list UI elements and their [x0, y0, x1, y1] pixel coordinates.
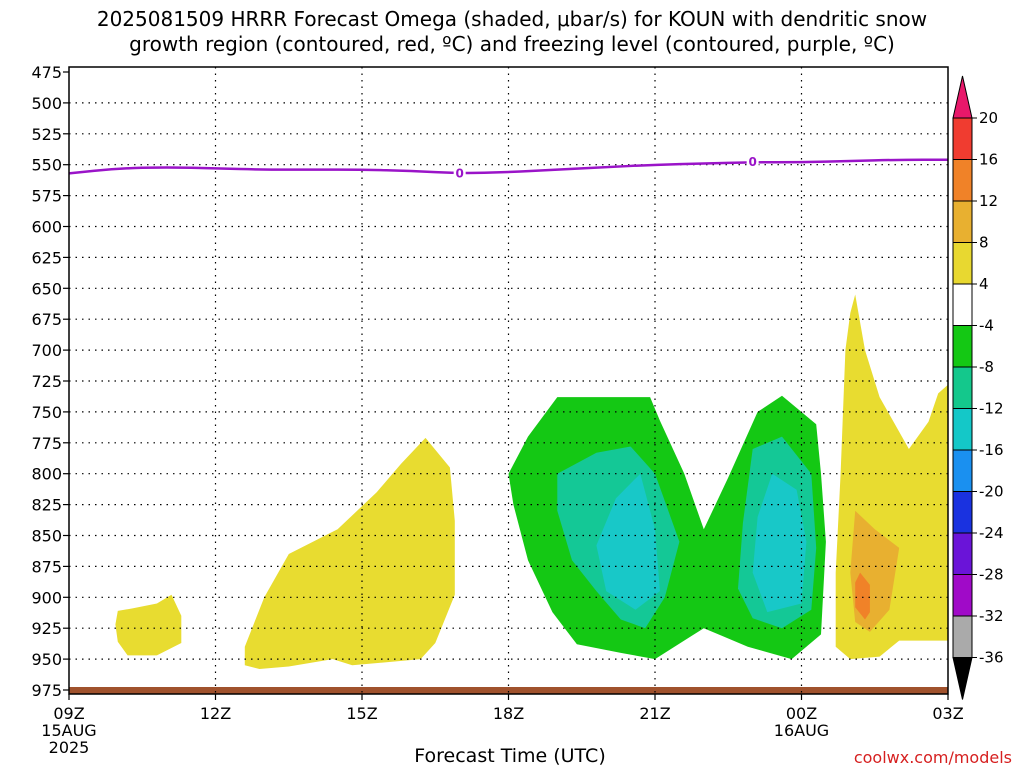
colorbar-swatch	[952, 532, 973, 575]
colorbar-swatch	[952, 283, 973, 326]
y-tick-label: 875	[31, 557, 62, 576]
y-tick-label: 475	[31, 63, 62, 82]
contour-label-bg	[453, 165, 466, 180]
pressure-axis: 475 500 525 550 575 600 625 650 675 700 725 750 775 8…	[31, 63, 69, 700]
y-tick-label: 700	[31, 341, 62, 360]
colorbar-swatch	[952, 574, 973, 617]
y-tick-label: 750	[31, 403, 62, 422]
chart-title-line-1: 2025081509 HRRR Forecast Omega (shaded, …	[96, 7, 928, 31]
omega-shading-layer	[115, 294, 948, 669]
y-tick-label: 925	[31, 619, 62, 638]
x-tick-label: 00Z	[786, 704, 817, 723]
freezing-level-line	[68, 158, 948, 175]
x-tick-label: 12Z	[200, 704, 231, 723]
colorbar-swatch	[952, 615, 973, 658]
y-tick-label: 625	[31, 248, 62, 267]
y-tick-label: 900	[31, 588, 62, 607]
omega-region-5	[596, 473, 660, 610]
colorbar-label: -8	[979, 358, 994, 376]
omega-region-1	[244, 437, 455, 669]
freezing-level-layer: 00	[68, 154, 948, 180]
freezing-level-label-0: 0	[455, 166, 463, 180]
colorbar-label: -24	[979, 524, 1004, 542]
omega-region-9	[855, 572, 870, 620]
x-tick-label: 18Z	[493, 704, 524, 723]
colorbar-label: 4	[979, 275, 989, 293]
colorbar: 20 16 12 8 4 -4 -8 -12 -16 -20 -24 -28 -32 -36	[952, 75, 1004, 700]
colorbar-swatch	[952, 159, 973, 202]
y-tick-label: 950	[31, 650, 62, 669]
x-tick-sublabel: 16AUG	[774, 721, 829, 740]
x-tick-label: 15Z	[346, 704, 377, 723]
omega-region-7	[835, 294, 948, 660]
colorbar-top-arrow	[952, 75, 973, 119]
colorbar-swatch	[952, 491, 973, 534]
x-tick-label: 21Z	[639, 704, 670, 723]
omega-region-6	[752, 473, 807, 613]
colorbar-label: -4	[979, 317, 994, 335]
x-tick-label: 03Z	[932, 704, 963, 723]
colorbar-swatch	[952, 449, 973, 492]
colorbar-swatch	[952, 242, 973, 285]
colorbar-swatch	[952, 408, 973, 451]
credit-link[interactable]: coolwx.com/models	[853, 748, 1012, 767]
omega-region-0	[115, 594, 182, 656]
colorbar-bottom-arrow	[952, 657, 973, 700]
y-tick-label: 575	[31, 187, 62, 206]
y-tick-label: 775	[31, 434, 62, 453]
ground-layer	[69, 687, 948, 694]
colorbar-label: -20	[979, 483, 1004, 501]
colorbar-label: -16	[979, 441, 1004, 459]
colorbar-swatch	[952, 117, 973, 160]
freezing-level-label-1: 0	[748, 155, 756, 169]
y-tick-label: 725	[31, 372, 62, 391]
y-tick-label: 825	[31, 496, 62, 515]
colorbar-swatch	[952, 325, 973, 368]
colorbar-swatch	[952, 200, 973, 243]
colorbar-label: -36	[979, 649, 1004, 667]
x-tick-sublabel: 15AUG	[41, 721, 96, 740]
y-tick-label: 600	[31, 218, 62, 237]
colorbar-label: 8	[979, 234, 989, 252]
y-tick-label: 525	[31, 125, 62, 144]
colorbar-swatch	[952, 366, 973, 409]
colorbar-label: 16	[979, 151, 998, 169]
chart-title-line-2: growth region (contoured, red, ºC) and f…	[129, 32, 895, 56]
colorbar-label: -12	[979, 400, 1004, 418]
colorbar-label: -32	[979, 607, 1004, 625]
x-axis-title: Forecast Time (UTC)	[414, 745, 606, 767]
y-tick-label: 850	[31, 527, 62, 546]
y-tick-label: 650	[31, 279, 62, 298]
colorbar-label: 20	[979, 109, 998, 127]
y-tick-label: 800	[31, 465, 62, 484]
ground-strip	[69, 687, 948, 694]
colorbar-label: -28	[979, 566, 1004, 584]
y-tick-label: 675	[31, 310, 62, 329]
y-tick-label: 975	[31, 681, 62, 700]
x-tick-label: 09Z	[53, 704, 84, 723]
x-tick-sublabel: 2025	[49, 738, 90, 757]
contour-label-bg	[746, 154, 759, 169]
y-tick-label: 550	[31, 156, 62, 175]
colorbar-label: 12	[979, 192, 998, 210]
y-tick-label: 500	[31, 94, 62, 113]
